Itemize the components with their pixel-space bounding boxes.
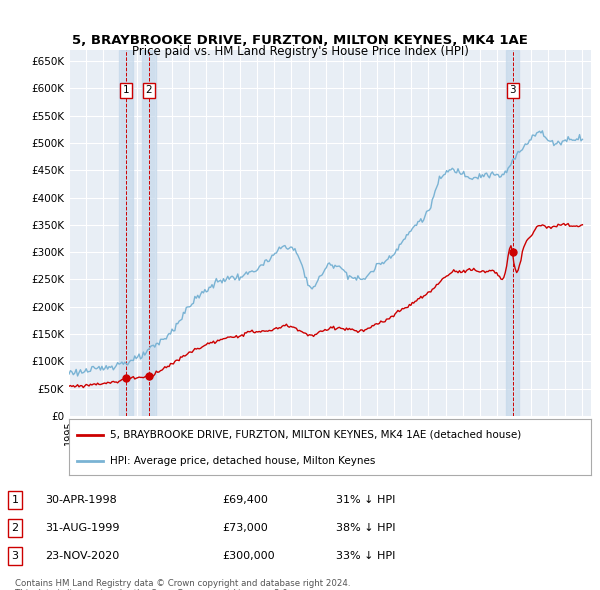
Text: 31-AUG-1999: 31-AUG-1999 [45,523,119,533]
Text: £73,000: £73,000 [222,523,268,533]
Bar [506,50,520,416]
Text: £300,000: £300,000 [222,552,275,561]
Text: 1: 1 [122,86,130,96]
Text: Contains HM Land Registry data © Crown copyright and database right 2024.
This d: Contains HM Land Registry data © Crown c… [15,579,350,590]
Bar [119,50,133,416]
Bar [142,50,156,416]
Text: 38% ↓ HPI: 38% ↓ HPI [336,523,395,533]
Text: HPI: Average price, detached house, Milton Keynes: HPI: Average price, detached house, Milt… [110,456,375,466]
Text: 1: 1 [11,496,19,505]
Text: 31% ↓ HPI: 31% ↓ HPI [336,496,395,505]
Text: £69,400: £69,400 [222,496,268,505]
Text: 3: 3 [11,552,19,561]
Text: 5, BRAYBROOKE DRIVE, FURZTON, MILTON KEYNES, MK4 1AE: 5, BRAYBROOKE DRIVE, FURZTON, MILTON KEY… [72,34,528,47]
Text: 23-NOV-2020: 23-NOV-2020 [45,552,119,561]
Text: 3: 3 [509,86,516,96]
Text: 5, BRAYBROOKE DRIVE, FURZTON, MILTON KEYNES, MK4 1AE (detached house): 5, BRAYBROOKE DRIVE, FURZTON, MILTON KEY… [110,430,521,440]
Text: 33% ↓ HPI: 33% ↓ HPI [336,552,395,561]
Text: 30-APR-1998: 30-APR-1998 [45,496,117,505]
Text: 2: 2 [11,523,19,533]
Text: Price paid vs. HM Land Registry's House Price Index (HPI): Price paid vs. HM Land Registry's House … [131,45,469,58]
Text: 2: 2 [146,86,152,96]
